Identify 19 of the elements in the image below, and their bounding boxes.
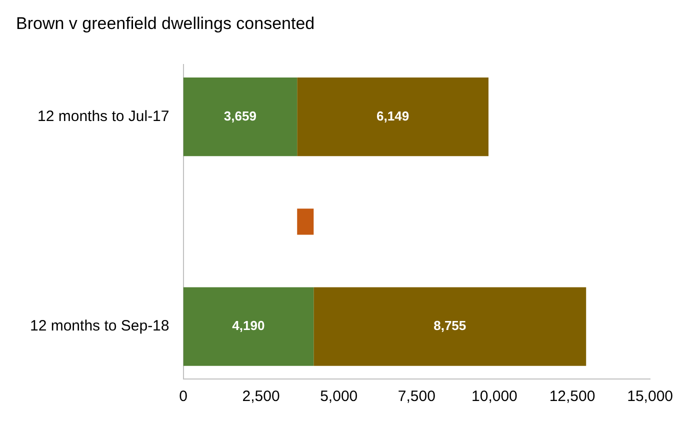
x-tick-label: 2,500: [242, 388, 280, 406]
x-tick-label: 15,000: [627, 388, 674, 406]
data-label: 6,149: [376, 108, 410, 124]
x-tick-label: 10,000: [472, 388, 518, 406]
x-tick-label: 5,000: [320, 388, 358, 406]
data-label: 8,755: [434, 318, 466, 334]
y-tick-label: 12 months to Jul-17: [38, 108, 170, 125]
x-tick-label: 12,500: [549, 388, 596, 406]
bar: [297, 208, 314, 235]
bar: [297, 78, 488, 156]
y-tick-label: 12 months to Sep-18: [30, 318, 170, 335]
chart-title: Brown v greenfield dwellings consented: [16, 14, 315, 33]
x-tick-label: 7,500: [398, 388, 436, 406]
data-label: 4,190: [232, 318, 265, 334]
x-tick-label: 0: [179, 388, 188, 406]
bar: [314, 287, 586, 366]
bar: [183, 78, 298, 156]
bar: [183, 287, 314, 366]
data-label: 3,659: [224, 108, 256, 124]
